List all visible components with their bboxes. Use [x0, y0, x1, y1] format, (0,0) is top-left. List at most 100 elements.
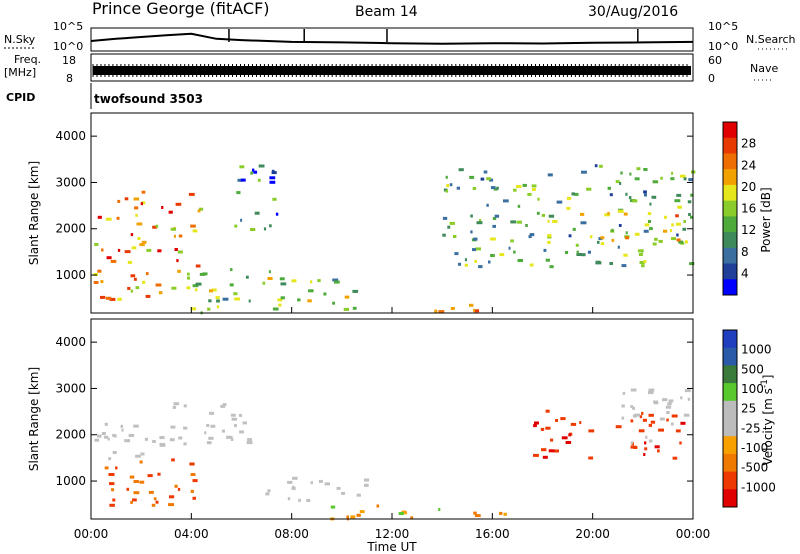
heatmap-cell: [133, 480, 139, 483]
heatmap-cell: [442, 216, 448, 220]
heatmap-cell: [190, 307, 197, 311]
heatmap-cell: [636, 167, 641, 171]
heatmap-cell: [240, 218, 243, 222]
heatmap-cell: [189, 462, 195, 466]
heatmap-cell: [364, 483, 367, 487]
heatmap-cell: [127, 286, 131, 290]
heatmap-cell: [675, 222, 681, 226]
heatmap-cell: [308, 289, 314, 293]
date-label: 30/Aug/2016: [588, 4, 678, 20]
heatmap-cell: [688, 213, 691, 216]
heatmap-cell: [356, 493, 361, 497]
heatmap-cell: [609, 193, 613, 197]
heatmap-cell: [670, 177, 675, 181]
colorbar-segment: [723, 216, 737, 233]
heatmap-cell: [197, 209, 201, 213]
heatmap-cell: [108, 457, 112, 461]
colorbar-frame: [722, 121, 738, 296]
heatmap-cell: [186, 286, 191, 290]
heatmap-cell: [662, 398, 668, 402]
power-panel-frame: [90, 112, 694, 314]
heatmap-cell: [447, 225, 451, 229]
heatmap-cell: [208, 436, 214, 440]
heatmap-cell: [478, 265, 483, 269]
heatmap-cell: [310, 280, 313, 284]
x-axis-label: Time UT: [366, 540, 417, 554]
heatmap-cell: [474, 259, 477, 263]
heatmap-cell: [174, 248, 178, 251]
heatmap-cell: [643, 229, 649, 233]
x-tick-label: 12:00: [375, 527, 410, 541]
heatmap-cell: [195, 288, 198, 292]
heatmap-cell: [618, 224, 622, 227]
heatmap-cell: [157, 472, 161, 476]
heatmap-cell: [638, 253, 643, 256]
heatmap-cell: [568, 433, 571, 437]
heatmap-cell: [170, 425, 176, 429]
heatmap-cell: [553, 449, 559, 453]
colorbar-segment: [723, 263, 737, 280]
heatmap-cell: [341, 491, 346, 495]
heatmap-cell: [464, 263, 468, 267]
heatmap-cell: [231, 417, 237, 421]
heatmap-cell: [683, 413, 690, 417]
heatmap-cell: [267, 489, 271, 493]
heatmap-cell: [104, 466, 109, 470]
heatmap-cell: [473, 511, 477, 515]
heatmap-cell: [545, 258, 550, 262]
heatmap-cell: [660, 176, 663, 180]
heatmap-cell: [245, 275, 249, 279]
heatmap-cell: [109, 297, 116, 301]
heatmap-cell: [576, 250, 579, 254]
heatmap-cell: [133, 197, 140, 201]
colorbar-segment: [723, 169, 737, 186]
heatmap-cell: [236, 191, 241, 195]
heatmap-cell: [139, 480, 145, 484]
colorbar-frame: [722, 329, 738, 508]
colorbar-segment: [723, 232, 737, 249]
heatmap-cell: [269, 224, 272, 228]
heatmap-cell: [230, 268, 233, 272]
colorbar-tick-label: 4: [741, 266, 749, 280]
heatmap-cell: [629, 172, 632, 176]
colorbar-tick-label: -500: [741, 461, 768, 475]
heatmap-cell: [133, 424, 139, 428]
heatmap-cell: [625, 192, 628, 196]
heatmap-cell: [120, 424, 123, 428]
nave-label: Nave: [750, 62, 778, 75]
heatmap-cell: [169, 438, 175, 442]
heatmap-cell: [112, 451, 117, 454]
heatmap-cell: [116, 216, 120, 220]
heatmap-cell: [147, 474, 153, 478]
nsearch-tick-top: 10^5: [708, 20, 738, 33]
heatmap-cell: [682, 227, 687, 231]
heatmap-cell: [671, 223, 674, 227]
heatmap-cell: [513, 188, 517, 192]
heatmap-cell: [183, 426, 188, 430]
heatmap-cell: [600, 242, 605, 246]
power-colorbar-label: Power [dB]: [759, 187, 773, 252]
heatmap-cell: [508, 246, 511, 250]
heatmap-cell: [528, 235, 532, 239]
heatmap-cell: [152, 225, 158, 229]
heatmap-cell: [607, 211, 610, 215]
heatmap-cell: [571, 192, 575, 196]
heatmap-cell: [207, 307, 211, 311]
heatmap-cell: [657, 449, 660, 453]
heatmap-cell: [171, 286, 177, 290]
heatmap-cell: [654, 445, 660, 449]
heatmap-cell: [446, 184, 450, 188]
heatmap-cell: [676, 233, 679, 237]
heatmap-cell: [630, 419, 634, 423]
heatmap-cell: [350, 515, 356, 519]
heatmap-cell: [609, 262, 613, 265]
heatmap-cell: [543, 248, 547, 252]
heatmap-cell: [117, 199, 121, 203]
heatmap-cell: [250, 228, 256, 231]
heatmap-cell: [666, 418, 669, 422]
heatmap-cell: [146, 272, 149, 276]
heatmap-cell: [220, 404, 226, 408]
heatmap-cell: [155, 283, 162, 287]
heatmap-cell: [658, 428, 664, 432]
heatmap-cell: [572, 227, 576, 231]
